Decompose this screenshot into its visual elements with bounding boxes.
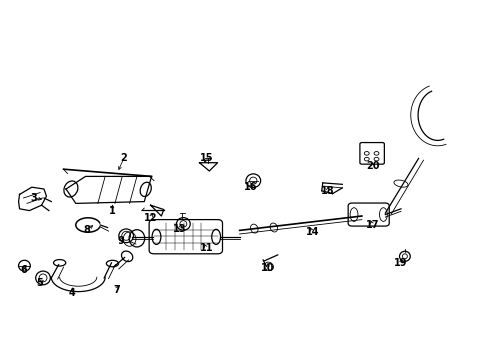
Text: 17: 17: [365, 220, 379, 230]
Text: 13: 13: [173, 224, 186, 234]
Text: 8: 8: [83, 225, 90, 235]
Text: 15: 15: [199, 153, 213, 163]
Text: 7: 7: [113, 285, 120, 295]
Text: 16: 16: [243, 182, 257, 192]
Text: 9: 9: [118, 236, 124, 246]
Text: 2: 2: [120, 153, 127, 163]
Text: 5: 5: [37, 278, 43, 288]
Text: 19: 19: [393, 258, 407, 268]
Text: 10: 10: [261, 263, 274, 273]
Text: 3: 3: [30, 193, 37, 203]
Text: 6: 6: [20, 265, 27, 275]
Text: 11: 11: [199, 243, 213, 253]
Text: 20: 20: [365, 161, 379, 171]
Text: 4: 4: [69, 288, 76, 298]
Text: 14: 14: [305, 227, 319, 237]
Text: 12: 12: [143, 213, 157, 223]
Text: 18: 18: [320, 186, 334, 196]
Text: 1: 1: [109, 206, 116, 216]
